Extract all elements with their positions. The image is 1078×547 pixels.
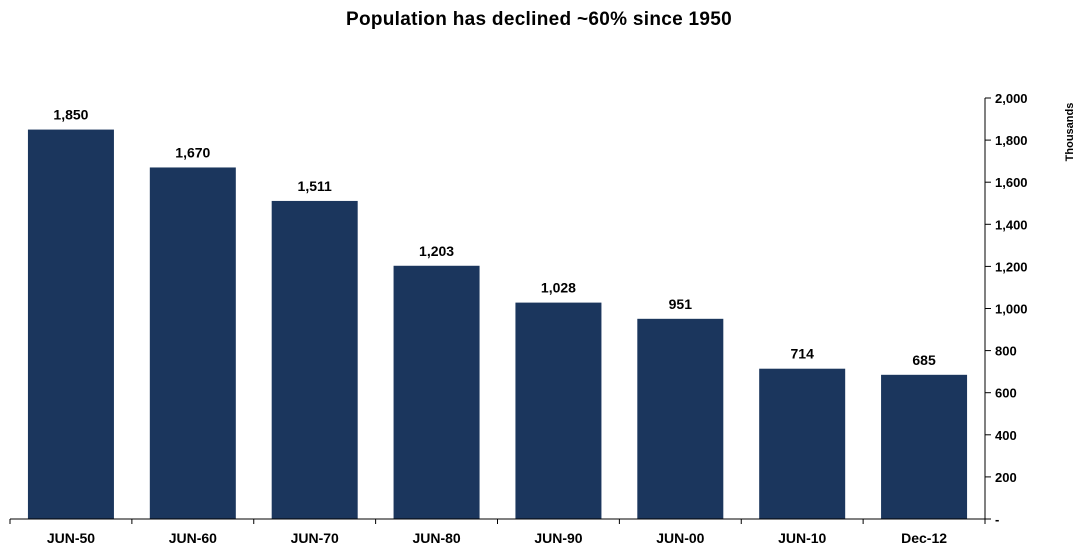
data-label: 1,511 bbox=[298, 178, 332, 194]
x-tick-label: JUN-10 bbox=[778, 530, 826, 546]
data-label: 951 bbox=[669, 296, 693, 312]
y-tick-label: 200 bbox=[995, 470, 1017, 485]
y-tick-label: - bbox=[995, 512, 999, 527]
x-tick-label: JUN-60 bbox=[169, 530, 217, 546]
axes-group: JUN-50 JUN-60 JUN-70 JUN-80 JUN-90 JUN-00 JUN-… bbox=[9, 91, 1076, 546]
data-label: 685 bbox=[912, 352, 936, 368]
bar-dec-12 bbox=[881, 374, 968, 519]
data-label: 714 bbox=[791, 346, 815, 362]
x-tick-label: JUN-00 bbox=[656, 530, 704, 546]
bar-jun-70 bbox=[271, 200, 358, 519]
y-axis-title: Thousands bbox=[1064, 103, 1076, 162]
data-labels-group: 1,850 1,670 1,511 1,203 1,028 951 714 685 bbox=[53, 107, 936, 368]
x-tick-label: JUN-80 bbox=[412, 530, 460, 546]
y-tick-label: 1,600 bbox=[995, 175, 1028, 190]
y-tick-label: 800 bbox=[995, 344, 1017, 359]
bar-jun-90 bbox=[515, 302, 602, 519]
data-label: 1,850 bbox=[53, 107, 88, 123]
y-tick-label: 2,000 bbox=[995, 91, 1028, 106]
x-tick-label: JUN-50 bbox=[47, 530, 95, 546]
bar-jun-00 bbox=[637, 318, 724, 519]
bar-jun-10 bbox=[759, 368, 846, 519]
y-tick-label: 1,800 bbox=[995, 133, 1028, 148]
bar-jun-80 bbox=[393, 265, 480, 519]
x-tick-label: JUN-70 bbox=[291, 530, 339, 546]
y-tick-label: 1,200 bbox=[995, 259, 1028, 274]
y-tick-label: 1,000 bbox=[995, 302, 1028, 317]
data-label: 1,670 bbox=[175, 144, 210, 160]
data-label: 1,028 bbox=[541, 280, 576, 296]
x-tick-label: JUN-90 bbox=[534, 530, 582, 546]
bar-jun-50 bbox=[27, 129, 114, 519]
y-tick-label: 400 bbox=[995, 428, 1017, 443]
y-tick-label: 600 bbox=[995, 386, 1017, 401]
bars-group bbox=[27, 129, 968, 519]
x-tick-label: Dec-12 bbox=[901, 530, 947, 546]
data-label: 1,203 bbox=[419, 243, 454, 259]
chart-title: Population has declined ~60% since 1950 bbox=[345, 9, 733, 30]
y-tick-label: 1,400 bbox=[995, 217, 1028, 232]
bar-jun-60 bbox=[149, 167, 236, 519]
